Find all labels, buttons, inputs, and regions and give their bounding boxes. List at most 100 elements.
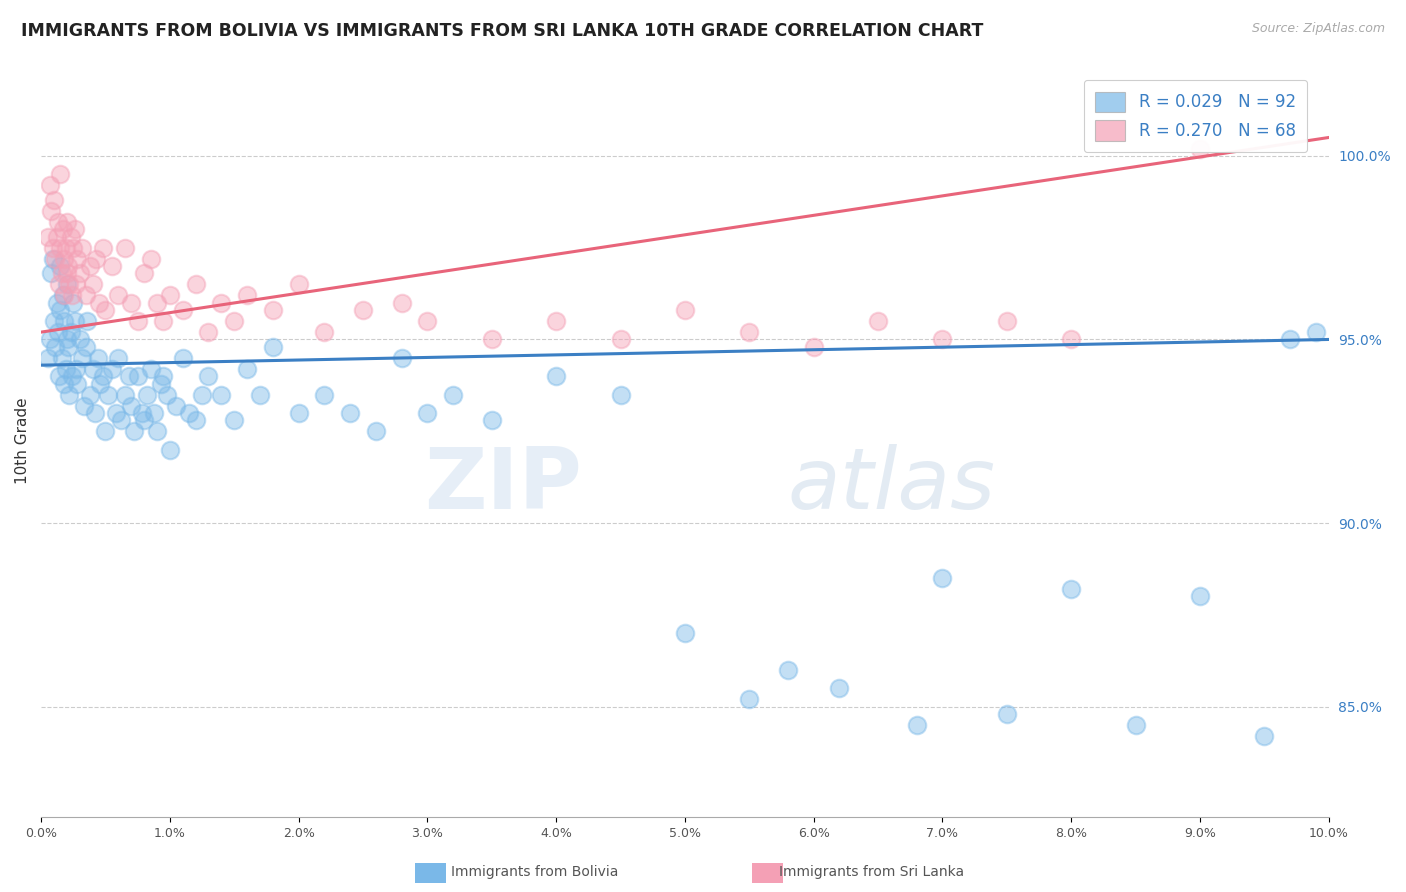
Point bbox=[48, 277, 70, 292]
Point bbox=[120, 399, 142, 413]
Point bbox=[66, 252, 89, 266]
Point bbox=[1060, 582, 1083, 596]
Point bbox=[152, 314, 174, 328]
Point bbox=[51, 266, 73, 280]
Point bbox=[1060, 333, 1083, 347]
Point bbox=[60, 369, 83, 384]
Point bbox=[52, 288, 75, 302]
Point bbox=[63, 314, 86, 328]
Point bbox=[118, 369, 141, 384]
Text: Immigrants from Bolivia: Immigrants from Bolivia bbox=[450, 865, 619, 879]
Point bbox=[44, 340, 66, 354]
Point bbox=[165, 399, 187, 413]
Point bbox=[236, 288, 259, 302]
Point bbox=[72, 399, 94, 413]
Point bbox=[132, 413, 155, 427]
Point bbox=[49, 241, 72, 255]
Point bbox=[104, 406, 127, 420]
Point bbox=[91, 241, 114, 255]
Point bbox=[828, 681, 851, 696]
Point bbox=[146, 295, 169, 310]
Point bbox=[352, 303, 374, 318]
Point bbox=[184, 277, 207, 292]
Point bbox=[441, 387, 464, 401]
Point bbox=[209, 295, 232, 310]
Point bbox=[172, 351, 194, 365]
Point bbox=[1188, 590, 1211, 604]
Point bbox=[159, 442, 181, 457]
Point bbox=[82, 361, 104, 376]
Point bbox=[546, 369, 568, 384]
Point bbox=[49, 303, 72, 318]
Point bbox=[48, 369, 70, 384]
Point bbox=[159, 288, 181, 302]
Point bbox=[107, 288, 129, 302]
Point bbox=[738, 325, 761, 339]
Point bbox=[49, 167, 72, 181]
Point bbox=[905, 718, 928, 732]
Point bbox=[139, 361, 162, 376]
Point bbox=[416, 406, 439, 420]
Point bbox=[56, 277, 79, 292]
Point bbox=[364, 424, 387, 438]
Point bbox=[287, 406, 309, 420]
Point bbox=[69, 333, 91, 347]
Point bbox=[51, 351, 73, 365]
Point bbox=[65, 361, 87, 376]
Point bbox=[52, 222, 75, 236]
Point bbox=[197, 369, 219, 384]
Point bbox=[1305, 325, 1327, 339]
Text: Immigrants from Sri Lanka: Immigrants from Sri Lanka bbox=[779, 865, 965, 879]
Legend: R = 0.029   N = 92, R = 0.270   N = 68: R = 0.029 N = 92, R = 0.270 N = 68 bbox=[1084, 80, 1308, 153]
Point bbox=[1188, 141, 1211, 155]
Point bbox=[62, 241, 84, 255]
Point bbox=[39, 333, 62, 347]
Point bbox=[609, 333, 631, 347]
Point bbox=[673, 303, 696, 318]
Point bbox=[60, 288, 83, 302]
Point bbox=[41, 266, 63, 280]
Point bbox=[416, 314, 439, 328]
Point bbox=[89, 376, 111, 391]
Point bbox=[101, 259, 124, 273]
Point bbox=[110, 413, 132, 427]
Point bbox=[931, 571, 953, 585]
Point bbox=[39, 178, 62, 193]
Point bbox=[59, 325, 82, 339]
Point bbox=[41, 203, 63, 218]
Text: IMMIGRANTS FROM BOLIVIA VS IMMIGRANTS FROM SRI LANKA 10TH GRADE CORRELATION CHAR: IMMIGRANTS FROM BOLIVIA VS IMMIGRANTS FR… bbox=[21, 22, 983, 40]
Point bbox=[58, 277, 80, 292]
Point bbox=[866, 314, 889, 328]
Text: Source: ZipAtlas.com: Source: ZipAtlas.com bbox=[1251, 22, 1385, 36]
Y-axis label: 10th Grade: 10th Grade bbox=[15, 397, 30, 483]
Point bbox=[127, 314, 149, 328]
Point bbox=[172, 303, 194, 318]
Point bbox=[87, 295, 110, 310]
Point bbox=[931, 333, 953, 347]
Point bbox=[339, 406, 361, 420]
Point bbox=[481, 333, 503, 347]
Point bbox=[53, 288, 76, 302]
Point bbox=[79, 387, 101, 401]
Point bbox=[49, 259, 72, 273]
Point bbox=[56, 266, 79, 280]
Point bbox=[224, 314, 246, 328]
Point bbox=[262, 340, 284, 354]
Point bbox=[56, 259, 79, 273]
Point bbox=[44, 252, 66, 266]
Point bbox=[114, 241, 136, 255]
Point bbox=[107, 351, 129, 365]
Point bbox=[79, 259, 101, 273]
Point bbox=[69, 266, 91, 280]
Point bbox=[262, 303, 284, 318]
Point bbox=[191, 387, 214, 401]
Point bbox=[1125, 718, 1147, 732]
Point bbox=[58, 387, 80, 401]
Point bbox=[65, 277, 87, 292]
Point bbox=[131, 406, 153, 420]
Point bbox=[149, 376, 172, 391]
Point bbox=[94, 303, 117, 318]
Point bbox=[803, 340, 825, 354]
Point bbox=[41, 252, 63, 266]
Point bbox=[391, 351, 413, 365]
